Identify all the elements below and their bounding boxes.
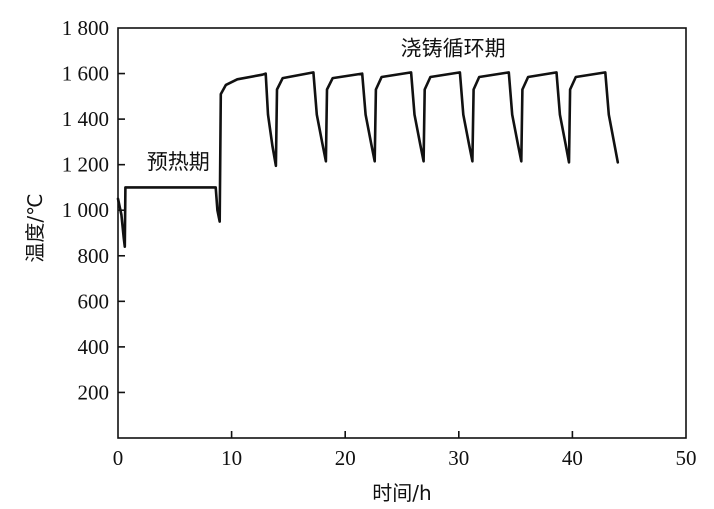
series-line-temperature [116,71,620,248]
x-tick-label: 50 [676,446,697,470]
y-tick-label: 200 [78,380,110,404]
y-tick-label: 1 600 [62,62,109,86]
x-tick-label: 0 [113,446,124,470]
ticks-layer [118,72,574,438]
y-axis-title: 温度/℃ [23,193,47,262]
x-tick-label: 30 [448,446,469,470]
y-tick-label: 1 800 [62,16,109,40]
y-tick-label: 1 200 [62,153,109,177]
labels-layer: 0 10 20 30 40 50 200 400 600 800 1 000 1 200 1 400 1 … [62,16,697,470]
annotation-label: 浇铸循环期 [401,36,506,60]
plot-area-frame [117,27,687,439]
y-tick-label: 1 000 [62,198,109,222]
x-tick-label: 10 [221,446,242,470]
annotation-label: 预热期 [147,150,210,174]
y-tick-label: 600 [78,289,110,313]
x-tick-label: 40 [562,446,583,470]
x-axis-title: 时间/h [372,481,431,505]
y-tick-label: 1 400 [62,107,109,131]
y-tick-label: 800 [78,244,110,268]
x-tick-label: 20 [335,446,356,470]
y-tick-label: 400 [78,335,110,359]
